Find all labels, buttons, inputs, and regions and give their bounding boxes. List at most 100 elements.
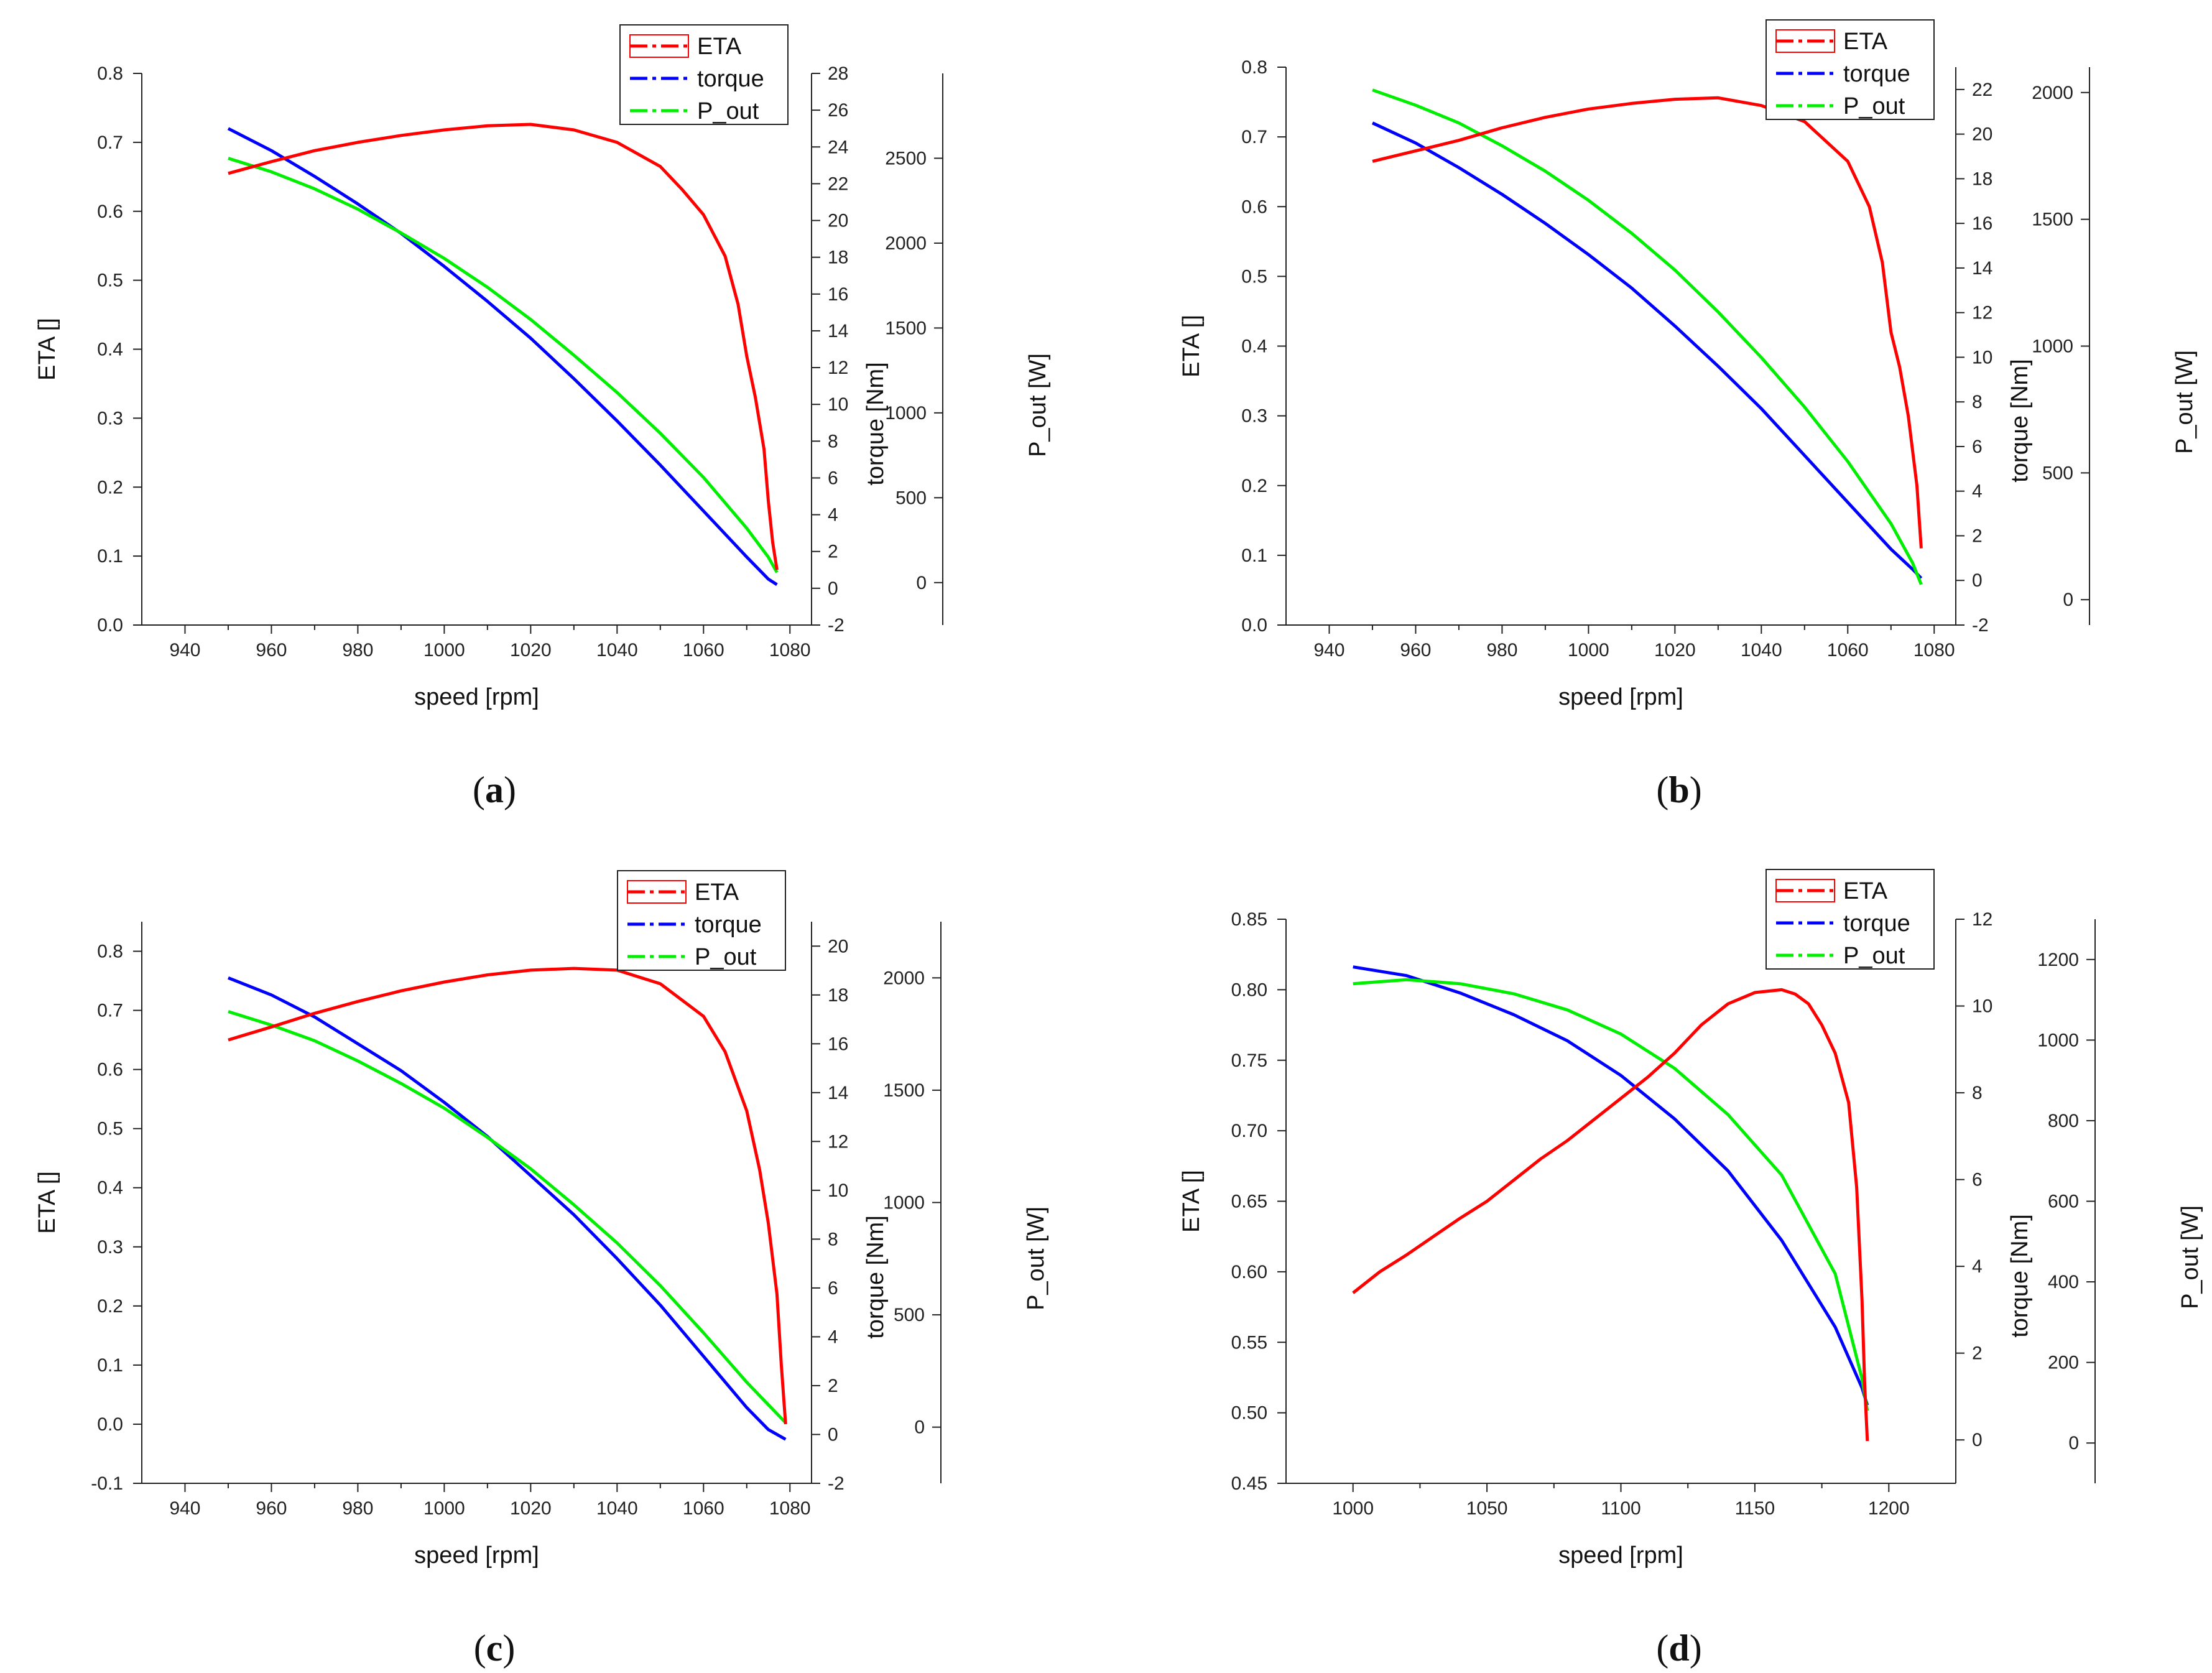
y3-tick-label: 1500 xyxy=(883,1080,925,1101)
y3-tick-label: 500 xyxy=(894,1305,925,1325)
y2-tick-label: 4 xyxy=(1972,1256,1983,1277)
legend-entry-torque: torque xyxy=(1843,911,1910,937)
y-tick-label: 0.45 xyxy=(1231,1473,1267,1494)
y2-tick-label: -2 xyxy=(1972,615,1989,636)
y2-tick-label: 12 xyxy=(1972,909,1992,930)
x-tick-label: 960 xyxy=(1400,640,1431,660)
y3-tick-label: 500 xyxy=(2042,463,2073,483)
y2-tick-label: -2 xyxy=(828,1473,845,1494)
y-tick-label: 0.0 xyxy=(1241,615,1267,636)
y3-tick-label: 2000 xyxy=(2032,83,2073,103)
y2-tick-label: 8 xyxy=(1972,392,1983,412)
series-line-torque xyxy=(1371,121,1923,580)
y-tick-label: 0.5 xyxy=(97,271,123,291)
x-axis-label: speed [rpm] xyxy=(414,684,539,710)
y-tick-label: 0.8 xyxy=(97,63,123,84)
y-tick-label: 0.55 xyxy=(1231,1332,1267,1353)
x-axis-label: speed [rpm] xyxy=(1558,1542,1683,1569)
y-tick-label: 0.1 xyxy=(97,546,123,567)
legend: ETA torque P_out xyxy=(619,24,789,125)
legend-box xyxy=(617,870,786,971)
x-tick-label: 1020 xyxy=(510,640,552,660)
series-line-p_out xyxy=(1372,88,1923,585)
y-tick-label: 0.1 xyxy=(97,1355,123,1376)
y3-axis-label: P_out [W] xyxy=(1023,1207,1049,1310)
y-tick-label: -0.1 xyxy=(91,1473,123,1494)
y-tick-label: 0.6 xyxy=(1241,197,1267,217)
y2-tick-label: 0 xyxy=(1972,1430,1983,1450)
y2-tick-label: 8 xyxy=(828,431,838,452)
legend-swatch-box xyxy=(1775,879,1835,902)
legend: ETA torque P_out xyxy=(617,870,786,971)
y-tick-label: 0.3 xyxy=(97,408,123,429)
y2-tick-label: 14 xyxy=(828,321,848,341)
y2-tick-label: 8 xyxy=(1972,1083,1983,1103)
y3-tick-label: 0 xyxy=(916,573,927,593)
y-tick-label: 0.7 xyxy=(97,132,123,153)
series-line-p_out xyxy=(1353,978,1869,1411)
y-tick-label: 0.75 xyxy=(1231,1050,1267,1071)
chart-panel-b: 940 960 980 1000 1020 1040 1060 10800.00.10.20.… xyxy=(1178,19,2198,810)
series-line-eta xyxy=(1352,988,1869,1442)
legend: ETA torque P_out xyxy=(1765,869,1935,970)
legend-entry-eta: ETA xyxy=(1843,29,1888,55)
legend-box xyxy=(619,24,789,125)
x-tick-label: 980 xyxy=(342,1498,373,1519)
y-tick-label: 0.85 xyxy=(1231,909,1267,930)
legend-box xyxy=(1765,19,1935,120)
y2-tick-label: -2 xyxy=(828,615,845,636)
y3-tick-label: 1000 xyxy=(2032,336,2073,357)
y2-axis-label: torque [Nm] xyxy=(2007,359,2033,483)
x-tick-label: 1080 xyxy=(1914,640,1955,660)
y-tick-label: 0.7 xyxy=(1241,127,1267,147)
y2-tick-label: 16 xyxy=(828,1034,848,1054)
x-tick-label: 940 xyxy=(169,640,200,660)
y2-tick-label: 2 xyxy=(1972,1343,1983,1364)
x-tick-label: 1080 xyxy=(769,640,811,660)
y-tick-label: 0.1 xyxy=(1241,545,1267,566)
x-tick-label: 1150 xyxy=(1735,1498,1775,1519)
y-tick-label: 0.6 xyxy=(97,1060,123,1080)
series-line-eta xyxy=(228,123,779,570)
y-tick-label: 0.5 xyxy=(1241,266,1267,287)
series-line-torque xyxy=(1353,965,1869,1406)
y2-tick-label: 14 xyxy=(828,1083,848,1103)
y2-axis-label: torque [Nm] xyxy=(2007,1214,2033,1338)
legend-entry-torque: torque xyxy=(695,912,762,938)
y2-tick-label: 4 xyxy=(828,1327,838,1347)
y-tick-label: 0.8 xyxy=(97,942,123,962)
y-tick-label: 0.2 xyxy=(97,477,123,498)
y-tick-label: 0.2 xyxy=(1241,476,1267,496)
legend-entry-p_out: P_out xyxy=(697,98,759,124)
legend-entry-p_out: P_out xyxy=(1843,943,1905,969)
x-tick-label: 980 xyxy=(342,640,373,660)
y3-tick-label: 1500 xyxy=(2032,210,2073,230)
y3-tick-label: 1000 xyxy=(883,1193,925,1213)
x-tick-label: 1020 xyxy=(1654,640,1696,660)
y2-tick-label: 26 xyxy=(828,100,848,121)
x-tick-label: 1000 xyxy=(423,640,465,660)
y2-axis-label: torque [Nm] xyxy=(863,1215,889,1339)
y3-tick-label: 400 xyxy=(2048,1272,2079,1292)
x-tick-label: 1060 xyxy=(1827,640,1869,660)
y2-tick-label: 0 xyxy=(1972,570,1983,591)
y3-axis-label: P_out [W] xyxy=(1025,353,1051,457)
y-tick-label: 0.4 xyxy=(97,1178,123,1198)
y2-tick-label: 2 xyxy=(828,542,838,562)
y2-tick-label: 6 xyxy=(828,468,838,488)
legend-entry-eta: ETA xyxy=(695,879,739,906)
y2-tick-label: 6 xyxy=(828,1278,838,1299)
y-tick-label: 0.6 xyxy=(97,202,123,222)
x-tick-label: 1060 xyxy=(683,640,724,660)
legend-entry-p_out: P_out xyxy=(695,944,757,970)
legend-swatch-box xyxy=(629,34,689,58)
x-tick-label: 1020 xyxy=(510,1498,552,1519)
y-tick-label: 0.4 xyxy=(97,340,123,360)
x-tick-label: 980 xyxy=(1486,640,1517,660)
y2-tick-label: 12 xyxy=(1972,303,1992,323)
legend-entry-torque: torque xyxy=(1843,61,1910,87)
y-tick-label: 0.80 xyxy=(1231,980,1267,1000)
y2-tick-label: 28 xyxy=(828,63,848,84)
legend-entry-eta: ETA xyxy=(1843,878,1888,904)
